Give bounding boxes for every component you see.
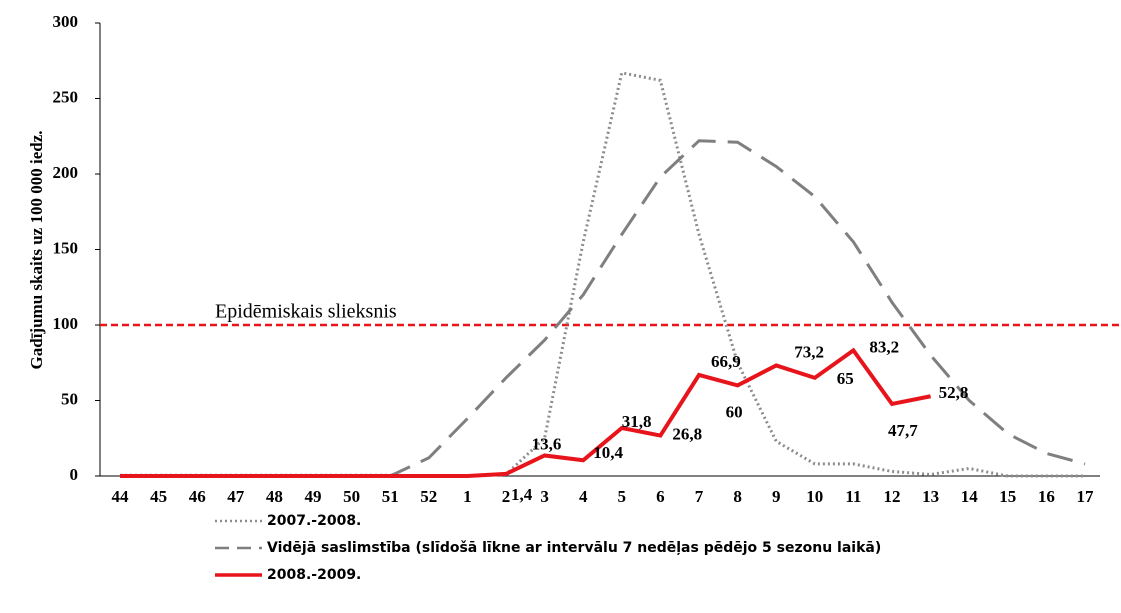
x-tick-label: 14 bbox=[961, 487, 979, 506]
data-label: 66,9 bbox=[711, 352, 741, 371]
x-tick-label: 3 bbox=[540, 487, 549, 506]
y-tick-label: 0 bbox=[70, 465, 79, 484]
x-tick-label: 8 bbox=[733, 487, 742, 506]
data-label: 73,2 bbox=[794, 342, 824, 361]
data-label: 47,7 bbox=[888, 421, 918, 440]
y-tick-label: 300 bbox=[53, 12, 79, 31]
y-tick-label: 50 bbox=[61, 389, 78, 408]
data-label: 52,8 bbox=[939, 383, 969, 402]
data-label: 60 bbox=[726, 402, 743, 421]
x-tick-label: 13 bbox=[922, 487, 939, 506]
x-tick-label: 2 bbox=[502, 487, 511, 506]
x-tick-label: 9 bbox=[772, 487, 781, 506]
data-label: 31,8 bbox=[622, 412, 652, 431]
x-tick-label: 51 bbox=[382, 487, 399, 506]
series-line bbox=[120, 347, 931, 478]
x-tick-label: 4 bbox=[579, 487, 588, 506]
x-tick-label: 47 bbox=[227, 487, 245, 506]
x-tick-label: 12 bbox=[884, 487, 901, 506]
x-tick-label: 45 bbox=[150, 487, 167, 506]
x-tick-label: 48 bbox=[266, 487, 283, 506]
x-tick-label: 1 bbox=[463, 487, 472, 506]
data-label: 26,8 bbox=[672, 424, 702, 443]
x-tick-label: 52 bbox=[420, 487, 437, 506]
data-label: 83,2 bbox=[869, 337, 899, 356]
x-tick-label: 17 bbox=[1077, 487, 1095, 506]
y-tick-label: 200 bbox=[53, 163, 79, 182]
y-tick-label: 100 bbox=[53, 314, 79, 333]
x-tick-label: 44 bbox=[112, 487, 130, 506]
x-tick-label: 11 bbox=[845, 487, 861, 506]
x-tick-label: 46 bbox=[189, 487, 206, 506]
y-tick-label: 250 bbox=[53, 87, 79, 106]
data-label: 10,4 bbox=[593, 443, 623, 462]
x-tick-label: 5 bbox=[618, 487, 627, 506]
x-tick-label: 10 bbox=[806, 487, 823, 506]
series-line bbox=[120, 71, 1085, 478]
x-tick-label: 16 bbox=[1038, 487, 1055, 506]
x-tick-label: 50 bbox=[343, 487, 360, 506]
y-axis-label: Gadījumu skaits uz 100 000 iedz. bbox=[27, 131, 46, 370]
x-tick-label: 49 bbox=[305, 487, 322, 506]
data-label: 1,4 bbox=[511, 485, 533, 504]
x-tick-label: 6 bbox=[656, 487, 665, 506]
data-label: 65 bbox=[837, 369, 854, 388]
legend-label: 2007.-2008. bbox=[267, 513, 361, 529]
legend-label: 2008.-2009. bbox=[267, 567, 361, 583]
y-tick-label: 150 bbox=[53, 238, 79, 257]
threshold-label: Epidēmiskais slieksnis bbox=[215, 301, 397, 323]
data-label: 13,6 bbox=[532, 434, 562, 453]
x-tick-label: 7 bbox=[695, 487, 704, 506]
x-tick-label: 15 bbox=[999, 487, 1016, 506]
legend-label: Vidējā saslimstība (slīdošā līkne ar int… bbox=[267, 540, 881, 556]
